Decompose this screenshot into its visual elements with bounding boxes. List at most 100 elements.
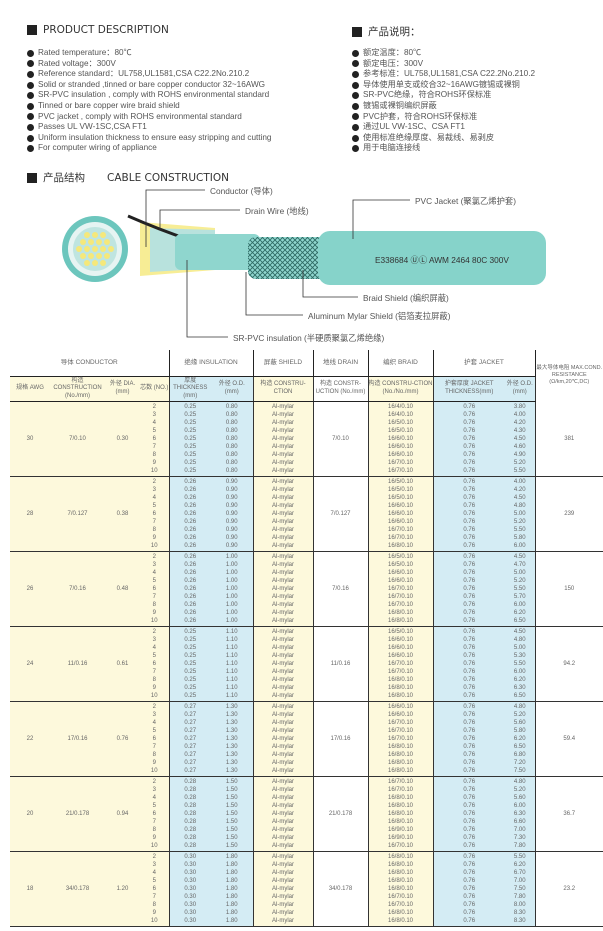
jacket-od-cell-line: 5.00 (513, 645, 526, 651)
cores-cell-line: 5 (152, 728, 156, 734)
shield-cell-line: Al-mylar (272, 535, 294, 541)
shield-cell-line: Al-mylar (272, 704, 294, 710)
ins-thickness-cell-line: 0.25 (184, 661, 197, 667)
ins-od-cell-line: 0.80 (225, 444, 238, 450)
ins-od-cell-line: 1.00 (225, 594, 238, 600)
jacket-od-cell-line: 6.00 (513, 669, 526, 675)
ins-od-cell-line: 1.10 (225, 677, 238, 683)
shield-cell-line: Al-mylar (272, 752, 294, 758)
braid-cell: 16/7/0.10 16/7/0.10 16/8/0.10 16/8/0.10 16/8… (368, 776, 434, 852)
shield-cell-line: Al-mylar (272, 918, 294, 924)
ins-thickness-cell-line: 0.30 (184, 918, 197, 924)
cores-cell-line: 4 (152, 870, 156, 876)
ins-od-cell-line: 0.80 (225, 468, 238, 474)
description-item: 额定温度：80℃ (352, 48, 535, 59)
cores-cell-line: 9 (152, 685, 156, 691)
resistance-cell: 94.2 (535, 626, 603, 702)
construction-cell: 7/0.16 (50, 551, 105, 627)
braid-cell-line: 16/8/0.10 (387, 819, 414, 825)
dia-cell: 1.20 (105, 851, 140, 927)
ins-thickness-cell-line: 0.25 (184, 428, 197, 434)
jacket-od-cell-line: 6.20 (513, 610, 526, 616)
ins-od-cell-line: 1.50 (225, 803, 238, 809)
shield-cell-line: Al-mylar (272, 862, 294, 868)
ins-od-cell-line: 1.80 (225, 886, 238, 892)
jacket-od-cell-line: 7.00 (513, 878, 526, 884)
ins-thickness-cell-line: 0.27 (184, 736, 197, 742)
braid-cell: 16/6/0.10 16/6/0.10 16/7/0.10 16/7/0.10 16/7… (368, 701, 434, 777)
description-item: PVC护套，符合ROHS环保标准 (352, 112, 535, 123)
shield-cell-line: Al-mylar (272, 444, 294, 450)
ins-od-cell-line: 1.10 (225, 693, 238, 699)
cores-cell-line: 3 (152, 712, 156, 718)
ins-od-cell-line: 1.10 (225, 653, 238, 659)
jacket-od-cell-line: 8.00 (513, 902, 526, 908)
cores-cell-line: 10 (150, 468, 158, 474)
description-item: 导体使用单支或绞合32~16AWG镀锡或裸铜 (352, 80, 535, 91)
square-bullet-icon (352, 26, 362, 37)
jacket-od-cell-line: 5.20 (513, 519, 526, 525)
jacket-thickness-cell-line: 0.76 (463, 894, 476, 900)
shield-cell-line: Al-mylar (272, 835, 294, 841)
dia-cell: 0.48 (105, 551, 140, 627)
jacket-od-cell: 4.50 4.80 5.00 5.30 5.50 6.00 6.20 6.30 6.50 (505, 626, 536, 702)
jacket-thickness-cell-line: 0.76 (463, 452, 476, 458)
cores-cell-line: 4 (152, 795, 156, 801)
jacket-od-cell-line: 6.50 (513, 744, 526, 750)
braid-cell-line: 16/7/0.10 (387, 669, 414, 675)
braid-cell-line: 16/8/0.10 (387, 693, 414, 699)
jacket-thickness-cell-line: 0.76 (463, 495, 476, 501)
cores-cell-line: 6 (152, 886, 156, 892)
table-row: 30 7/0.10 0.30 2 3 4 5 6 7 8 9 10 0.25 0.25 0.25 0.25 0.… (10, 401, 603, 477)
cable-diagram: E338684 ⓊⓁ AWM 2464 80C 300V (62, 189, 546, 338)
description-item: 参考标准：UL758,UL1581,CSA C22.2No.210.2 (352, 69, 535, 80)
jacket-thickness-cell-line: 0.76 (463, 629, 476, 635)
braid-cell: 16/5/0.10 16/5/0.10 16/5/0.10 16/6/0.10 16/6… (368, 476, 434, 552)
braid-cell: 16/5/0.10 16/6/0.10 16/6/0.10 16/6/0.10 16/7… (368, 626, 434, 702)
shield-cell-line: Al-mylar (272, 693, 294, 699)
jacket-od-cell-line: 6.00 (513, 803, 526, 809)
cores-cell-line: 2 (152, 479, 156, 485)
cores-cell-line: 8 (152, 902, 156, 908)
conductor-dot (100, 232, 106, 238)
ins-od-cell-line: 0.80 (225, 452, 238, 458)
ins-od-cell: 1.10 1.10 1.10 1.10 1.10 1.10 1.10 1.10 1.10 (211, 626, 254, 702)
ins-thickness-cell-line: 0.25 (184, 436, 197, 442)
jacket-od-cell-line: 6.30 (513, 685, 526, 691)
ins-od-cell-line: 1.00 (225, 602, 238, 608)
ins-thickness-cell-line: 0.26 (184, 527, 197, 533)
ins-thickness-cell-line: 0.27 (184, 744, 197, 750)
ins-thickness-cell-line: 0.26 (184, 578, 197, 584)
shield-cell: Al-mylar Al-mylar Al-mylar Al-mylar Al-mylar… (253, 776, 314, 852)
resistance-cell: 36.7 (535, 776, 603, 852)
jacket-thickness-cell-line: 0.76 (463, 752, 476, 758)
braid-cell: 16/4/0.10 16/4/0.10 16/5/0.10 16/5/0.10 16/6… (368, 401, 434, 477)
jacket-thickness-cell-line: 0.76 (463, 468, 476, 474)
ins-thickness-cell-line: 0.26 (184, 602, 197, 608)
braid-cell-line: 16/7/0.10 (387, 779, 414, 785)
ins-thickness-cell-line: 0.25 (184, 653, 197, 659)
jacket-od-cell-line: 4.80 (513, 704, 526, 710)
jacket-od-cell: 4.00 4.20 4.50 4.80 5.00 5.20 5.50 5.80 6.00 (505, 476, 536, 552)
ins-thickness-cell-line: 0.30 (184, 894, 197, 900)
braid-cell-line: 16/4/0.10 (387, 404, 414, 410)
braid-cell-line: 16/6/0.10 (387, 637, 414, 643)
cores-cell-line: 3 (152, 637, 156, 643)
jacket-thickness-cell-line: 0.76 (463, 779, 476, 785)
jacket-thickness-cell-line: 0.76 (463, 412, 476, 418)
conductor-dot (92, 246, 98, 252)
ins-thickness-cell-line: 0.25 (184, 669, 197, 675)
jacket-od-cell-line: 7.20 (513, 760, 526, 766)
cores-cell-line: 10 (150, 693, 158, 699)
braid-cell-line: 16/6/0.10 (387, 578, 414, 584)
cores-cell-line: 5 (152, 653, 156, 659)
conductor-dot (88, 239, 94, 245)
jacket-thickness-cell-line: 0.76 (463, 479, 476, 485)
braid-cell-line: 16/7/0.10 (387, 736, 414, 742)
ins-od-cell-line: 1.00 (225, 578, 238, 584)
cores-cell-line: 7 (152, 894, 156, 900)
ins-od-cell-line: 1.10 (225, 637, 238, 643)
conductor-dot (84, 260, 90, 266)
braid-cell-line: 16/7/0.10 (387, 902, 414, 908)
shield-cell-line: Al-mylar (272, 720, 294, 726)
